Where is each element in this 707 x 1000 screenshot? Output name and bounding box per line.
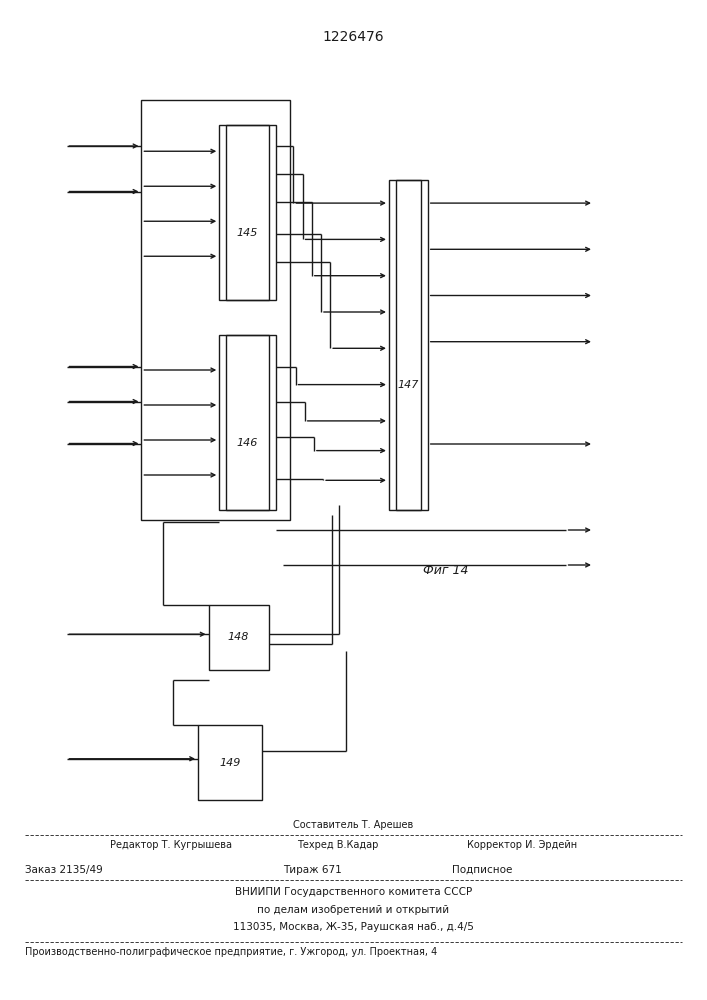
Text: ВНИИПИ Государственного комитета СССР: ВНИИПИ Государственного комитета СССР [235, 887, 472, 897]
Text: Составитель Т. Арешев: Составитель Т. Арешев [293, 820, 414, 830]
Text: Тираж 671: Тираж 671 [283, 865, 341, 875]
Text: 149: 149 [219, 758, 240, 768]
Bar [198, 725, 262, 800]
Bar [389, 180, 428, 510]
Bar [141, 100, 290, 520]
Text: Корректор И. Эрдейн: Корректор И. Эрдейн [467, 840, 577, 850]
Text: Фиг 14: Фиг 14 [423, 564, 468, 576]
Text: 148: 148 [228, 632, 250, 642]
Bar [219, 125, 276, 300]
Text: по делам изобретений и открытий: по делам изобретений и открытий [257, 905, 450, 915]
Bar [396, 180, 421, 510]
Bar [226, 125, 269, 300]
Text: 147: 147 [397, 380, 419, 390]
Bar [226, 335, 269, 510]
Text: Заказ 2135/49: Заказ 2135/49 [25, 865, 103, 875]
Text: Техред В.Кадар: Техред В.Кадар [297, 840, 378, 850]
Bar [209, 605, 269, 670]
Text: 113035, Москва, Ж-35, Раушская наб., д.4/5: 113035, Москва, Ж-35, Раушская наб., д.4… [233, 922, 474, 932]
Text: 1226476: 1226476 [322, 30, 385, 44]
Bar [219, 335, 276, 510]
Text: Производственно-полиграфическое предприятие, г. Ужгород, ул. Проектная, 4: Производственно-полиграфическое предприя… [25, 947, 437, 957]
Text: Редактор Т. Кугрышева: Редактор Т. Кугрышева [110, 840, 232, 850]
Text: 145: 145 [237, 229, 258, 238]
Text: Подписное: Подписное [452, 865, 513, 875]
Text: 146: 146 [237, 438, 258, 448]
